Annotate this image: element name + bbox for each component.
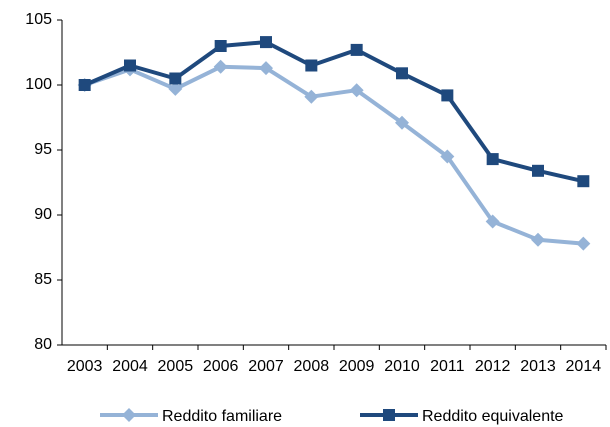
legend-label: Reddito equivalente (422, 408, 564, 425)
point (213, 59, 228, 74)
point (168, 81, 183, 96)
point (78, 79, 91, 91)
series-line (84, 64, 584, 246)
point (124, 59, 136, 72)
point (576, 236, 591, 251)
x-tick-label: 2007 (248, 358, 284, 375)
x-tick-label: 2012 (475, 358, 511, 375)
y-tick-label: 80 (34, 336, 52, 353)
x-tick-label: 2004 (112, 358, 148, 375)
point (349, 83, 364, 98)
legend-label: Reddito familiare (162, 408, 282, 425)
point (304, 89, 319, 104)
x-tick-label: 2008 (294, 358, 330, 375)
series-line (83, 40, 584, 184)
point (169, 72, 182, 85)
legend-marker (383, 409, 395, 421)
point (441, 89, 454, 102)
point (260, 36, 272, 49)
x-tick-label: 2006 (203, 358, 239, 375)
point (395, 115, 409, 130)
x-tick-label: 2014 (566, 358, 602, 375)
x-tick-label: 2009 (339, 358, 375, 375)
point (577, 175, 590, 188)
x-tick-label: 2011 (430, 358, 465, 375)
y-tick-label: 100 (25, 76, 52, 93)
y-tick-label: 90 (34, 206, 52, 223)
point (532, 164, 544, 177)
point (259, 61, 273, 76)
point (350, 43, 363, 56)
point (396, 67, 408, 80)
y-tick-label: 105 (25, 11, 52, 28)
y-tick-label: 95 (34, 141, 52, 158)
point (440, 149, 455, 164)
x-tick-label: 2003 (67, 358, 103, 375)
legend-marker (122, 408, 136, 422)
x-tick-label: 2005 (158, 358, 194, 375)
point (214, 40, 227, 52)
x-tick-label: 2013 (520, 358, 556, 375)
point (531, 232, 545, 247)
point (486, 153, 499, 166)
y-tick-label: 85 (34, 271, 52, 288)
point (305, 59, 318, 72)
x-tick-label: 2010 (384, 358, 420, 375)
point (485, 214, 500, 229)
